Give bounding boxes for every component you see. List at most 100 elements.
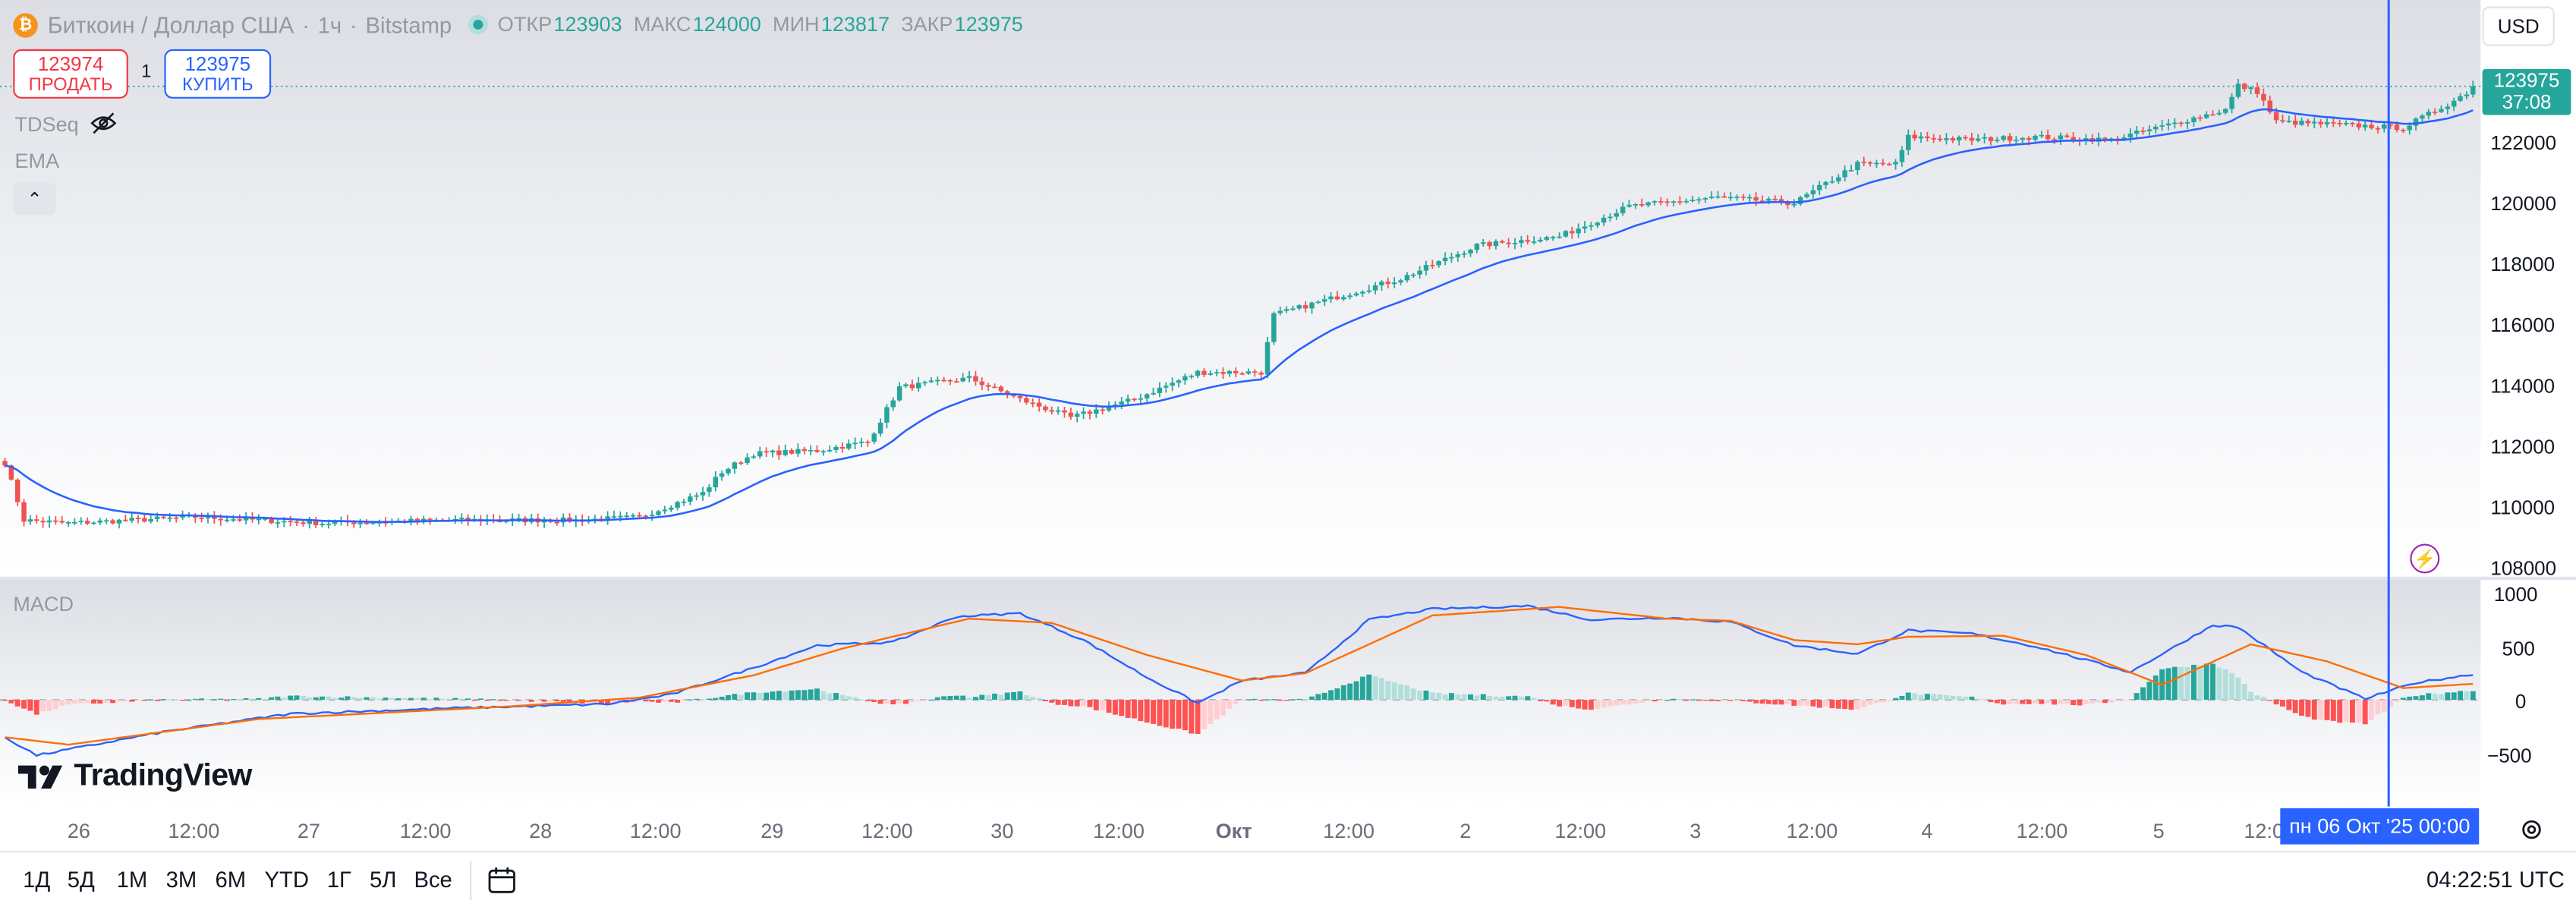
- macd-histogram-bar: [738, 694, 744, 701]
- candle-up: [1094, 409, 1099, 414]
- macd-histogram-bar: [262, 699, 268, 701]
- symbol-title[interactable]: Биткоин / Доллар США: [47, 11, 294, 38]
- period-button-1m[interactable]: 1М: [116, 867, 148, 893]
- macd-histogram-bar: [1106, 700, 1112, 713]
- macd-histogram-bar: [2197, 665, 2203, 701]
- candle-up: [2172, 122, 2178, 124]
- candle-up: [103, 520, 109, 522]
- time-label: 12:00: [1093, 820, 1145, 843]
- candle-up: [1620, 206, 1626, 213]
- settings-gear-icon[interactable]: [2520, 818, 2543, 841]
- candle-down: [814, 449, 820, 452]
- macd-histogram-bar: [1531, 697, 1537, 701]
- candle-down: [998, 386, 1004, 392]
- candle-down: [941, 379, 946, 382]
- macd-histogram-bar: [383, 697, 389, 701]
- candle-down: [1925, 136, 1930, 138]
- macd-histogram-bar: [484, 700, 490, 701]
- candle-up: [915, 383, 921, 389]
- candle-up: [1956, 137, 1962, 141]
- macd-histogram-bar: [1677, 698, 1683, 701]
- candle-down: [2305, 121, 2311, 124]
- macd-histogram-bar: [1093, 700, 1099, 710]
- macd-histogram-bar: [2362, 700, 2368, 725]
- macd-histogram-bar: [1290, 699, 1296, 701]
- macd-histogram-bar: [2039, 700, 2045, 704]
- candle-up: [726, 468, 731, 474]
- candle-up: [1208, 373, 1214, 375]
- candle-up: [154, 516, 160, 520]
- macd-pane[interactable]: [0, 580, 2481, 807]
- candle-up: [719, 473, 725, 477]
- macd-histogram-bar: [1004, 692, 1010, 701]
- macd-histogram-bar: [1423, 690, 1429, 701]
- pane-separator[interactable]: [0, 576, 2576, 581]
- macd-histogram-bar: [1854, 700, 1860, 710]
- macd-tick: 500: [2502, 637, 2535, 661]
- macd-histogram-bar: [2108, 700, 2115, 703]
- macd-histogram-bar: [364, 697, 370, 701]
- period-button-all[interactable]: Все: [414, 867, 452, 893]
- candle-up: [890, 400, 896, 408]
- utc-clock[interactable]: 04:22:51 UTC: [2426, 867, 2565, 893]
- candle-up: [827, 449, 833, 452]
- period-button-5d[interactable]: 5Д: [67, 867, 95, 893]
- macd-histogram-bar: [2407, 696, 2413, 701]
- macd-histogram-bar: [2260, 697, 2266, 701]
- macd-histogram-bar: [1582, 700, 1588, 710]
- candle-up: [1601, 217, 1607, 223]
- macd-histogram-bar: [864, 700, 871, 701]
- go-to-date-calendar-icon[interactable]: [487, 866, 519, 896]
- macd-histogram-bar: [2071, 700, 2077, 706]
- candle-up: [1589, 225, 1594, 227]
- period-button-3m[interactable]: 3М: [165, 867, 197, 893]
- period-button-ytd[interactable]: YTD: [264, 867, 309, 893]
- bottom-toolbar: [0, 851, 2576, 910]
- macd-histogram-bar: [700, 699, 706, 701]
- currency-selector[interactable]: USD: [2482, 6, 2555, 46]
- price-scale[interactable]: [2480, 0, 2576, 807]
- candle-up: [243, 517, 249, 521]
- macd-indicator-label[interactable]: MACD: [13, 593, 74, 616]
- period-button-6m[interactable]: 6М: [215, 867, 247, 893]
- time-label: 27: [297, 820, 320, 843]
- macd-histogram-bar: [934, 697, 940, 701]
- sell-button[interactable]: 123974 ПРОДАТЬ: [13, 49, 128, 99]
- candle-up: [2248, 87, 2253, 90]
- hidden-eye-icon[interactable]: [90, 112, 117, 134]
- macd-histogram-bar: [1277, 700, 1283, 701]
- candle-up: [960, 377, 965, 382]
- buy-button[interactable]: 123975 КУПИТЬ: [164, 49, 272, 99]
- period-button-5y[interactable]: 5Л: [370, 867, 397, 893]
- candle-up: [282, 521, 287, 523]
- symbol-interval[interactable]: 1ч: [317, 12, 342, 37]
- ema-indicator-label[interactable]: EMA: [14, 149, 60, 173]
- macd-histogram-bar: [490, 699, 496, 701]
- candle-up: [2458, 96, 2463, 101]
- symbol-exchange[interactable]: Bitstamp: [365, 12, 452, 37]
- candle-up: [1906, 134, 1911, 150]
- macd-histogram-bar: [1924, 694, 1930, 701]
- candle-down: [2432, 112, 2438, 113]
- tdseq-indicator-label[interactable]: TDSeq: [14, 113, 79, 137]
- candle-down: [2102, 137, 2108, 140]
- candle-down: [954, 381, 959, 383]
- flash-icon[interactable]: ⚡: [2410, 543, 2440, 574]
- period-button-1y[interactable]: 1Г: [326, 867, 351, 893]
- collapse-indicators-button[interactable]: ⌃: [13, 182, 56, 216]
- candle-up: [1170, 383, 1175, 386]
- market-status-icon[interactable]: [468, 14, 488, 35]
- macd-histogram-bar: [1721, 700, 1727, 701]
- order-quantity[interactable]: 1: [141, 62, 152, 83]
- time-axis[interactable]: [0, 806, 2576, 852]
- tradingview-logo[interactable]: TradingView: [17, 759, 252, 795]
- candle-up: [2159, 125, 2165, 127]
- macd-histogram-bar: [1988, 700, 1994, 703]
- macd-histogram-bar: [1176, 700, 1182, 729]
- price-tick: 114000: [2490, 374, 2556, 398]
- main-price-pane[interactable]: [0, 0, 2481, 577]
- period-button-1d[interactable]: 1Д: [23, 867, 51, 893]
- macd-histogram-bar: [1112, 700, 1118, 715]
- macd-histogram-bar: [1893, 697, 1899, 701]
- macd-histogram-bar: [294, 695, 300, 701]
